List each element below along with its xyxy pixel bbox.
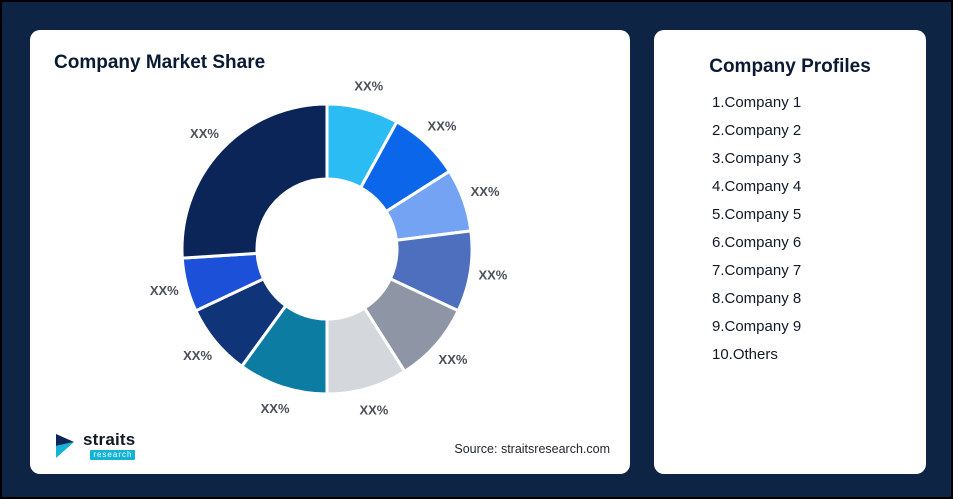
- donut-chart-container: XX% XX% XX% XX% XX% XX% XX% XX% XX% XX%: [117, 54, 537, 444]
- slice-value-label: XX%: [261, 401, 290, 416]
- profiles-list: 1.Company 1 2.Company 2 3.Company 3 4.Co…: [654, 86, 926, 363]
- slice-value-label: XX%: [471, 184, 500, 199]
- list-item: 2.Company 2: [712, 122, 802, 139]
- list-item: 8.Company 8: [712, 290, 802, 307]
- straits-research-logo: straits research: [54, 430, 136, 460]
- slice-value-label: XX%: [183, 348, 212, 363]
- slice-value-label: XX%: [478, 267, 507, 282]
- slice-value-label: XX%: [428, 119, 457, 134]
- list-item: 6.Company 6: [712, 234, 802, 251]
- chart-title: Company Market Share: [54, 52, 266, 73]
- list-item: 7.Company 7: [712, 262, 802, 279]
- list-item: 10.Others: [712, 346, 778, 363]
- slice-value-label: XX%: [439, 352, 468, 367]
- market-share-card: Company Market Share XX% XX% XX% XX% XX% XX% X…: [30, 30, 630, 474]
- card-footer: straits research Source: straitsresearch…: [54, 431, 610, 460]
- straits-logo-icon: [56, 433, 74, 458]
- donut-chart: XX% XX% XX% XX% XX% XX% XX% XX% XX% XX%: [150, 78, 508, 417]
- slice-value-label: XX%: [359, 402, 388, 417]
- slice-value-label: XX%: [150, 283, 179, 298]
- slice-value-label: XX%: [354, 78, 383, 93]
- company-profiles-card: Company Profiles 1.Company 1 2.Company 2…: [654, 30, 926, 474]
- slice-value-label: XX%: [190, 126, 219, 141]
- donut-slice-others: [180, 102, 329, 260]
- list-item: 4.Company 4: [712, 178, 802, 195]
- list-item: 9.Company 9: [712, 318, 802, 335]
- list-item: 5.Company 5: [712, 206, 802, 223]
- logo-subtitle: research: [90, 450, 136, 460]
- list-item: 1.Company 1: [712, 94, 802, 111]
- profiles-title: Company Profiles: [709, 56, 871, 77]
- list-item: 3.Company 3: [712, 150, 802, 167]
- logo-text: straits research: [83, 430, 136, 460]
- source-attribution: Source: straitsresearch.com: [454, 442, 610, 456]
- logo-name: straits: [83, 430, 136, 449]
